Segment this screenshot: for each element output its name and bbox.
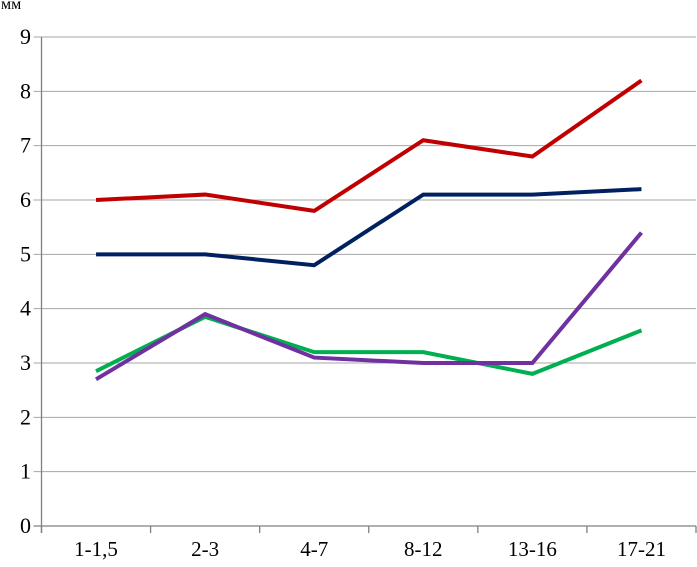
series-line-series-2-navy <box>96 187 642 268</box>
y-tick-label: 5 <box>20 241 31 266</box>
series-line-series-1-red <box>95 78 643 213</box>
y-tick-label: 6 <box>20 187 31 212</box>
series-line-series-4-purple <box>95 231 643 382</box>
y-tick-label: 9 <box>20 24 31 49</box>
y-tick-label: 8 <box>20 78 31 103</box>
y-tick-label: 7 <box>20 133 31 158</box>
x-tick-label: 1-1,5 <box>74 537 118 561</box>
x-tick-label: 17-21 <box>617 537 666 561</box>
series-line-series-3-green <box>95 314 643 376</box>
x-tick-label: 8-12 <box>404 537 443 561</box>
y-tick-label: 1 <box>20 459 31 484</box>
x-tick-label: 2-3 <box>191 537 219 561</box>
y-tick-label: 0 <box>20 513 31 538</box>
x-tick-label: 13-16 <box>508 537 557 561</box>
y-axis-unit-label: мм <box>1 0 22 13</box>
y-tick-label: 3 <box>20 350 31 375</box>
x-tick-label: 4-7 <box>300 537 328 561</box>
y-tick-label: 4 <box>20 296 31 321</box>
y-tick-label: 2 <box>20 404 31 429</box>
